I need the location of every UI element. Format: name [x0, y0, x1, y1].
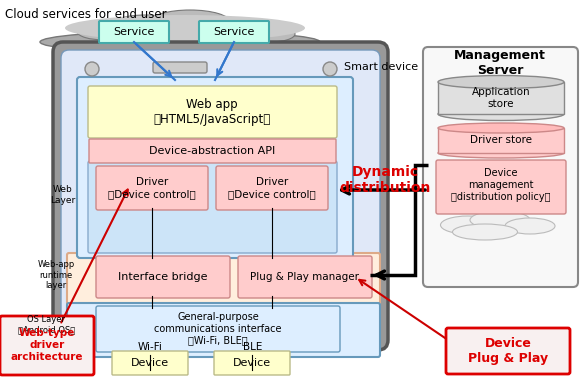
FancyBboxPatch shape [216, 166, 328, 210]
Bar [438, 82, 564, 114]
Text: Smart device: Smart device [344, 62, 418, 72]
Text: Service: Service [214, 27, 255, 37]
Text: Plug & Play manager: Plug & Play manager [250, 272, 360, 282]
Ellipse shape [441, 216, 495, 234]
Text: Device: Device [233, 358, 271, 368]
Text: BLE: BLE [243, 342, 262, 352]
FancyBboxPatch shape [53, 42, 388, 350]
Text: Device: Device [131, 358, 169, 368]
FancyBboxPatch shape [88, 161, 337, 253]
FancyBboxPatch shape [67, 303, 380, 357]
Bar [438, 128, 564, 153]
Text: Management
Server: Management Server [454, 49, 546, 77]
Ellipse shape [40, 31, 320, 53]
FancyBboxPatch shape [238, 256, 372, 298]
FancyBboxPatch shape [423, 47, 578, 287]
Text: Cloud services for end user: Cloud services for end user [5, 8, 166, 21]
Text: OS Layer
（Android OS）: OS Layer （Android OS） [17, 315, 75, 335]
Ellipse shape [438, 148, 564, 158]
FancyBboxPatch shape [96, 166, 208, 210]
FancyBboxPatch shape [77, 77, 353, 258]
Text: Driver
（Device control）: Driver （Device control） [228, 177, 316, 199]
Text: Web app
（HTML5/JavaScript）: Web app （HTML5/JavaScript） [154, 98, 271, 126]
Ellipse shape [438, 108, 564, 121]
Ellipse shape [505, 218, 555, 234]
Text: Service: Service [113, 27, 155, 37]
FancyBboxPatch shape [96, 256, 230, 298]
FancyBboxPatch shape [436, 160, 566, 214]
Circle shape [323, 62, 337, 76]
FancyBboxPatch shape [446, 328, 570, 374]
Text: Application
store: Application store [471, 87, 530, 109]
Ellipse shape [77, 24, 133, 40]
Text: Dynamic
distribution: Dynamic distribution [339, 165, 431, 195]
Ellipse shape [208, 18, 272, 38]
FancyBboxPatch shape [88, 86, 337, 138]
Text: Interface bridge: Interface bridge [118, 272, 208, 282]
Text: Wi-Fi: Wi-Fi [137, 342, 162, 352]
Ellipse shape [452, 224, 517, 240]
Text: Web
Layer: Web Layer [49, 185, 75, 205]
Ellipse shape [470, 211, 530, 229]
FancyBboxPatch shape [67, 253, 380, 305]
FancyBboxPatch shape [153, 62, 207, 73]
FancyBboxPatch shape [99, 21, 169, 43]
Ellipse shape [438, 123, 564, 133]
Ellipse shape [438, 76, 564, 89]
FancyBboxPatch shape [96, 306, 340, 352]
Text: Web-type
driver
architecture: Web-type driver architecture [10, 328, 83, 362]
Text: Web-app
runtime
layer: Web-app runtime layer [38, 260, 75, 290]
Text: Device-abstraction API: Device-abstraction API [149, 146, 275, 156]
Ellipse shape [150, 10, 230, 34]
Text: Driver
（Device control）: Driver （Device control） [108, 177, 196, 199]
FancyBboxPatch shape [112, 351, 188, 375]
Circle shape [85, 62, 99, 76]
FancyBboxPatch shape [199, 21, 269, 43]
Ellipse shape [110, 15, 180, 37]
FancyBboxPatch shape [89, 139, 336, 163]
Text: Device
Plug & Play: Device Plug & Play [468, 337, 548, 365]
Text: Device
management
（distribution policy）: Device management （distribution policy） [451, 168, 551, 202]
Text: Driver store: Driver store [470, 135, 532, 145]
Ellipse shape [65, 15, 305, 41]
Ellipse shape [245, 26, 295, 42]
FancyBboxPatch shape [61, 50, 380, 342]
FancyBboxPatch shape [214, 351, 290, 375]
Text: General-purpose
communications interface
（Wi-Fi, BLE）: General-purpose communications interface… [154, 312, 282, 346]
FancyBboxPatch shape [0, 316, 94, 375]
